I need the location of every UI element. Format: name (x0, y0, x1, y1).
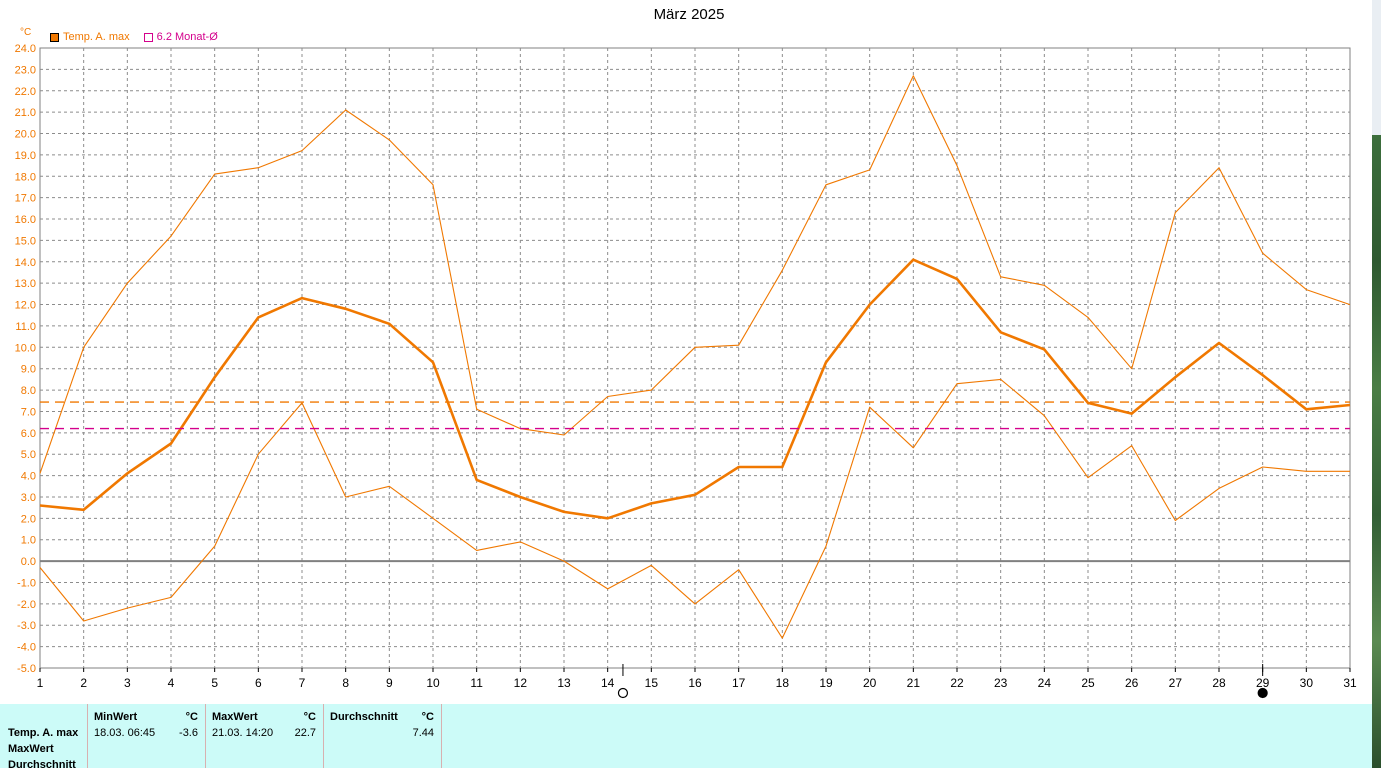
stats-average-value: 7.44 (412, 727, 434, 739)
x-tick-label: 21 (907, 676, 921, 690)
y-tick-label: 24.0 (15, 43, 36, 55)
stats-row-label: Temp. A. max (8, 727, 79, 739)
stats-max-value: 22.7 (294, 727, 316, 739)
y-tick-label: 5.0 (21, 449, 36, 461)
new-moon-icon (1257, 687, 1268, 699)
stats-min-column: MinWert °C 18.03. 06:45 -3.6 (88, 704, 206, 768)
y-tick-label: 7.0 (21, 406, 36, 418)
stats-row-label: MaxWert (8, 743, 54, 755)
y-tick-label: -3.0 (17, 620, 36, 632)
y-tick-label: -4.0 (17, 642, 36, 654)
y-tick-label: 16.0 (15, 214, 36, 226)
y-tick-label: 2.0 (21, 513, 36, 525)
x-tick-label: 16 (688, 676, 702, 690)
stats-average-column: Durchschnitt °C 7.44 (324, 704, 442, 768)
x-tick-label: 7 (299, 676, 306, 690)
y-tick-label: -5.0 (17, 663, 36, 675)
x-tick-label: 2 (80, 676, 87, 690)
y-tick-label: 23.0 (15, 64, 36, 76)
x-tick-label: 8 (342, 676, 349, 690)
x-tick-label: 19 (819, 676, 833, 690)
x-tick-label: 17 (732, 676, 746, 690)
stats-max-column: MaxWert °C 21.03. 14:20 22.7 (206, 704, 324, 768)
x-tick-label: 23 (994, 676, 1008, 690)
statistics-panel: Temp. A. max MaxWert Durchschnitt MinWer… (0, 704, 1372, 771)
series-line-upper (39, 75, 1351, 474)
y-tick-label: 11.0 (15, 321, 36, 333)
x-tick-label: 10 (426, 676, 440, 690)
x-tick-label: 11 (470, 676, 483, 690)
x-tick-label: 12 (514, 676, 528, 690)
stats-min-header: MinWert (94, 711, 138, 723)
x-tick-label: 9 (386, 676, 393, 690)
x-tick-label: 6 (255, 676, 262, 690)
y-tick-label: 19.0 (15, 150, 36, 162)
stats-max-unit: °C (303, 711, 316, 723)
y-tick-label: 6.0 (21, 428, 36, 440)
x-tick-label: 5 (211, 676, 218, 690)
y-tick-label: 18.0 (15, 171, 36, 183)
series-line-mean (39, 258, 1351, 520)
series-line-lower (39, 378, 1350, 639)
x-tick-label: 22 (950, 676, 964, 690)
y-tick-label: 8.0 (21, 385, 36, 397)
y-tick-label: 21.0 (15, 107, 36, 119)
y-tick-label: 0.0 (21, 556, 36, 568)
stats-average-header: Durchschnitt (330, 711, 398, 723)
y-axis-unit: °C (20, 27, 32, 38)
chart-title: März 2025 (653, 6, 725, 23)
x-tick-label: 31 (1343, 676, 1357, 690)
legend-label: 6.2 Monat-Ø (156, 31, 218, 43)
y-tick-label: -2.0 (17, 599, 36, 611)
y-tick-label: 15.0 (15, 235, 36, 247)
stats-min-unit: °C (185, 711, 198, 723)
legend-label: Temp. A. max (63, 31, 130, 43)
x-tick-label: 24 (1038, 676, 1052, 690)
x-tick-label: 28 (1212, 676, 1226, 690)
x-tick-label: 3 (124, 676, 131, 690)
desktop-wallpaper-edge (1372, 135, 1381, 768)
x-tick-label: 30 (1300, 676, 1314, 690)
legend-item-temp-max: Temp. A. max (50, 31, 130, 43)
y-tick-label: 10.0 (15, 342, 36, 354)
x-tick-label: 20 (863, 676, 877, 690)
chart-area: -5.0 -4.0 -3.0 -2.0 -1.0 0.0 1.0 2.0 3.0 4.0 5.0 6.… (15, 43, 1357, 699)
x-tick-label: 1 (37, 676, 44, 690)
desktop-edge (1372, 0, 1381, 135)
y-tick-label: -1.0 (17, 577, 36, 589)
y-tick-label: 4.0 (21, 471, 36, 483)
y-tick-label: 17.0 (15, 193, 36, 205)
y-tick-label: 3.0 (21, 492, 36, 504)
y-tick-label: 1.0 (21, 535, 36, 547)
x-tick-label: 18 (776, 676, 790, 690)
legend-item-monthly-average: 6.2 Monat-Ø (143, 31, 218, 43)
stats-average-unit: °C (421, 711, 434, 723)
y-tick-label: 12.0 (15, 300, 36, 312)
x-tick-label: 15 (645, 676, 659, 690)
stats-min-date: 18.03. 06:45 (94, 727, 156, 739)
stats-row-label: Durchschnitt (8, 759, 76, 771)
legend: Temp. A. max 6.2 Monat-Ø (50, 31, 218, 43)
stats-max-date: 21.03. 14:20 (212, 727, 274, 739)
y-tick-label: 20.0 (15, 129, 36, 141)
full-moon-icon (617, 687, 629, 699)
stats-row-labels: Temp. A. max MaxWert Durchschnitt (0, 704, 88, 771)
y-tick-label: 14.0 (15, 257, 36, 269)
y-tick-label: 9.0 (21, 364, 36, 376)
stats-min-value: -3.6 (179, 727, 198, 739)
legend-swatch-filled-icon (50, 32, 59, 42)
x-tick-label: 27 (1169, 676, 1183, 690)
legend-swatch-outline-icon (143, 32, 153, 42)
x-tick-label: 14 (601, 676, 615, 690)
y-tick-label: 22.0 (15, 86, 36, 98)
y-tick-label: 13.0 (15, 278, 36, 290)
x-tick-label: 26 (1125, 676, 1139, 690)
stats-max-header: MaxWert (212, 711, 258, 723)
x-tick-label: 25 (1081, 676, 1095, 690)
x-tick-label: 13 (557, 676, 571, 690)
x-tick-label: 29 (1256, 676, 1270, 690)
x-tick-label: 4 (168, 676, 175, 690)
